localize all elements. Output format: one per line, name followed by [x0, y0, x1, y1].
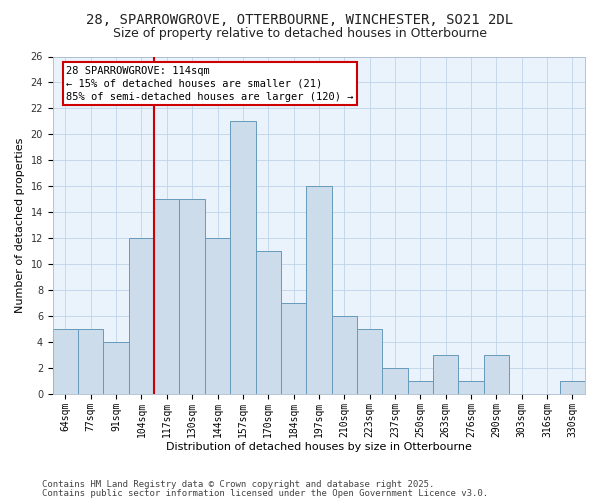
Bar	[103, 342, 129, 394]
Text: 28, SPARROWGROVE, OTTERBOURNE, WINCHESTER, SO21 2DL: 28, SPARROWGROVE, OTTERBOURNE, WINCHESTE…	[86, 12, 514, 26]
Bar	[306, 186, 332, 394]
Bar	[332, 316, 357, 394]
Bar	[458, 381, 484, 394]
Bar	[205, 238, 230, 394]
X-axis label: Distribution of detached houses by size in Otterbourne: Distribution of detached houses by size …	[166, 442, 472, 452]
Bar	[407, 381, 433, 394]
Bar	[560, 381, 585, 394]
Text: Contains HM Land Registry data © Crown copyright and database right 2025.: Contains HM Land Registry data © Crown c…	[42, 480, 434, 489]
Bar	[382, 368, 407, 394]
Bar	[129, 238, 154, 394]
Bar	[357, 329, 382, 394]
Bar	[256, 251, 281, 394]
Bar	[154, 200, 179, 394]
Bar	[230, 122, 256, 394]
Bar	[53, 329, 78, 394]
Text: Size of property relative to detached houses in Otterbourne: Size of property relative to detached ho…	[113, 28, 487, 40]
Bar	[281, 303, 306, 394]
Bar	[433, 355, 458, 394]
Bar	[179, 200, 205, 394]
Bar	[484, 355, 509, 394]
Text: 28 SPARROWGROVE: 114sqm
← 15% of detached houses are smaller (21)
85% of semi-de: 28 SPARROWGROVE: 114sqm ← 15% of detache…	[66, 66, 353, 102]
Text: Contains public sector information licensed under the Open Government Licence v3: Contains public sector information licen…	[42, 489, 488, 498]
Y-axis label: Number of detached properties: Number of detached properties	[15, 138, 25, 313]
Bar	[78, 329, 103, 394]
